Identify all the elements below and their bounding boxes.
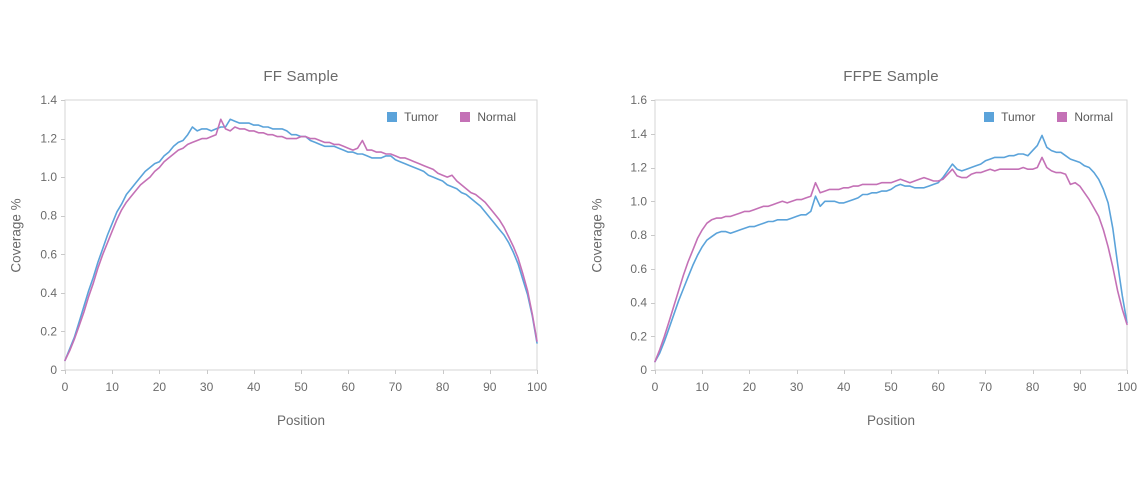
x-tick-label: 50 bbox=[294, 380, 308, 394]
x-tick-label: 0 bbox=[652, 380, 659, 394]
x-tick-label: 100 bbox=[1117, 380, 1137, 394]
y-tick-label: 1.4 bbox=[630, 127, 647, 141]
y-tick-label: 1.2 bbox=[630, 161, 647, 175]
legend-item-normal: Normal bbox=[460, 110, 516, 124]
legend-label: Tumor bbox=[1001, 110, 1036, 124]
plot-area: 0 10 20 30 40 50 60 70 80 90 100 0 0.2 0.4 0.6 0.8 1.0 1.… bbox=[40, 93, 547, 394]
y-tick-label: 1.0 bbox=[630, 194, 647, 208]
legend: Tumor Normal bbox=[984, 110, 1113, 124]
x-tick-label: 10 bbox=[106, 380, 120, 394]
x-tick-label: 10 bbox=[696, 380, 710, 394]
x-tick-label: 0 bbox=[62, 380, 69, 394]
y-tick-label: 0 bbox=[50, 363, 57, 377]
y-tick-label: 0.6 bbox=[40, 247, 57, 261]
x-tick-label: 90 bbox=[1073, 380, 1087, 394]
y-tick-label: 0.2 bbox=[630, 329, 647, 343]
y-tick-label: 0.2 bbox=[40, 324, 57, 338]
x-tick-label: 70 bbox=[979, 380, 993, 394]
x-tick-label: 20 bbox=[743, 380, 757, 394]
chart-title: FF Sample bbox=[263, 68, 339, 85]
normal-swatch-icon bbox=[1057, 112, 1068, 122]
tumor-swatch-icon bbox=[387, 112, 398, 122]
y-tick-label: 0.8 bbox=[40, 209, 57, 223]
x-tick-label: 50 bbox=[884, 380, 898, 394]
legend-item-normal: Normal bbox=[1057, 110, 1113, 124]
legend-label: Normal bbox=[477, 110, 516, 124]
tumor-swatch-icon bbox=[984, 112, 995, 122]
legend: Tumor Normal bbox=[387, 110, 516, 124]
normal-line bbox=[64, 118, 538, 362]
y-tick-label: 1.2 bbox=[40, 132, 57, 146]
y-tick-label: 0 bbox=[640, 363, 647, 377]
x-axis-label: Position bbox=[866, 413, 916, 428]
x-tick-label: 40 bbox=[837, 380, 851, 394]
y-tick-label: 1.4 bbox=[40, 93, 57, 107]
x-tick-label: 60 bbox=[342, 380, 356, 394]
x-tick-label: 30 bbox=[200, 380, 214, 394]
plot-frame bbox=[64, 99, 538, 371]
x-tick-label: 80 bbox=[1026, 380, 1040, 394]
y-tick-label: 0.8 bbox=[630, 228, 647, 242]
plot-area: 0 10 20 30 40 50 60 70 80 90 100 0 0.2 0.4 0.6 0.8 1.0 1.… bbox=[630, 93, 1137, 394]
tumor-line bbox=[64, 118, 538, 362]
y-tick-label: 1.0 bbox=[40, 170, 57, 184]
chart-title: FFPE Sample bbox=[843, 68, 939, 85]
legend-item-tumor: Tumor bbox=[984, 110, 1035, 124]
ffpe-sample-chart: FFPE Sample Coverage % 0 10 20 30 40 50 60 70 80… bbox=[570, 0, 1140, 500]
x-tick-label: 20 bbox=[153, 380, 167, 394]
x-tick-label: 70 bbox=[389, 380, 403, 394]
x-tick-label: 80 bbox=[436, 380, 450, 394]
normal-swatch-icon bbox=[460, 112, 471, 122]
x-axis-label: Position bbox=[276, 413, 326, 428]
ff-sample-chart: FF Sample Coverage % 0 10 20 30 40 50 60 70 80 90… bbox=[9, 68, 548, 428]
y-tick-label: 0.4 bbox=[630, 296, 647, 310]
x-tick-label: 30 bbox=[790, 380, 804, 394]
y-tick-label: 0.6 bbox=[630, 262, 647, 276]
legend-item-tumor: Tumor bbox=[387, 110, 438, 124]
x-tick-label: 40 bbox=[247, 380, 261, 394]
plot-frame bbox=[654, 99, 1128, 371]
y-tick-label: 1.6 bbox=[630, 93, 647, 107]
x-tick-label: 100 bbox=[527, 380, 547, 394]
y-tick-label: 0.4 bbox=[40, 286, 57, 300]
x-tick-label: 90 bbox=[483, 380, 497, 394]
legend-label: Tumor bbox=[404, 110, 439, 124]
x-tick-label: 60 bbox=[932, 380, 946, 394]
tumor-line bbox=[654, 134, 1128, 363]
normal-line bbox=[654, 156, 1128, 363]
legend-label: Normal bbox=[1074, 110, 1113, 124]
